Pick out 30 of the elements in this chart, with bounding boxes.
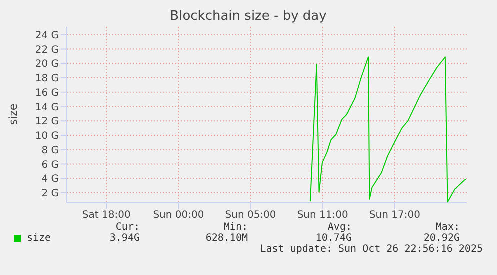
text: Max:: [434, 222, 460, 233]
text: 3.94G: [108, 233, 140, 244]
text: Cur:: [114, 222, 140, 233]
text: 628.10M: [204, 233, 248, 244]
x-tick-label: Sun 05:00: [225, 210, 276, 222]
y-tick-label: 20 G: [35, 59, 59, 70]
y-tick-label: 10 G: [35, 131, 59, 142]
y-tick-label: 18 G: [35, 74, 59, 85]
text: Avg:: [326, 222, 352, 233]
legend-label: size: [27, 233, 52, 244]
text: Min:: [222, 222, 248, 233]
x-tick-label: Sun 00:00: [153, 210, 204, 222]
x-tick-label: Sat 18:00: [82, 210, 131, 222]
text: Last update: Sun Oct 26 22:56:16 2025: [260, 244, 483, 255]
y-tick-label: 24 G: [35, 30, 59, 42]
y-tick-label: 14 G: [35, 102, 59, 114]
y-tick-label: 6 G: [42, 160, 59, 171]
chart-title: Blockchain size - by day: [169, 9, 328, 24]
y-axis-title: size: [7, 104, 20, 126]
y-tick-label: 22 G: [35, 44, 59, 56]
line-series: [310, 56, 466, 203]
y-tick-label: 16 G: [35, 88, 59, 99]
text: 20.92G: [422, 233, 460, 244]
y-tick-label: 2 G: [42, 188, 59, 200]
y-tick-label: 4 G: [42, 174, 59, 186]
text: 10.74G: [314, 233, 352, 244]
x-tick-label: Sun 11:00: [297, 210, 348, 222]
x-tick-label: Sun 17:00: [369, 210, 420, 222]
y-tick-label: 8 G: [42, 145, 59, 156]
y-tick-label: 12 G: [35, 116, 59, 128]
